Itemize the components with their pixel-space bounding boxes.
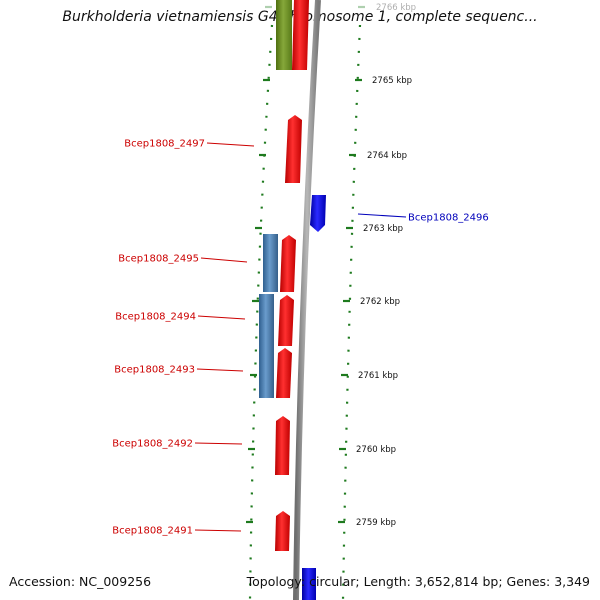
gene-arrow-2497	[285, 115, 302, 183]
backbone-arc	[293, 0, 321, 600]
gene-label[interactable]: Bcep1808_2497	[124, 139, 205, 150]
gene-leader-line	[200, 257, 248, 263]
gene-leader-line	[194, 529, 242, 532]
gene-arrow-2495	[280, 235, 296, 292]
tick-label: 2766 kbp	[376, 3, 416, 13]
steel-feature-block-lower	[259, 294, 274, 398]
gene-arrow-2493	[276, 348, 292, 398]
gene-leader-line	[357, 213, 407, 218]
blue-feature-bottom	[302, 568, 316, 600]
gene-leader-line	[196, 368, 244, 372]
gene-arrow-2494	[278, 295, 294, 346]
accession-label: Accession: NC_009256	[9, 574, 152, 589]
tick-label: 2759 kbp	[356, 518, 396, 528]
gene-label[interactable]: Bcep1808_2491	[112, 526, 193, 537]
gene-leader-line	[197, 315, 246, 320]
gene-label[interactable]: Bcep1808_2495	[118, 254, 199, 265]
gene-label[interactable]: Bcep1808_2493	[114, 365, 195, 376]
tick-label: 2765 kbp	[372, 76, 412, 86]
tick-label: 2764 kbp	[367, 151, 407, 161]
scale-ticks: 2766 kbp 2765 kbp 2764 kbp 2763 kbp 2762 kbp…	[246, 3, 416, 528]
gene-arrow-2492	[275, 416, 290, 475]
topology-label: Topology: circular; Length: 3,652,814 bp…	[246, 574, 590, 589]
gene-arrow-2496	[310, 195, 326, 232]
gene-leader-line	[194, 442, 243, 445]
steel-feature-block-upper	[263, 234, 278, 292]
red-feature-top	[292, 0, 309, 70]
gene-leader-line	[206, 142, 255, 147]
gene-label[interactable]: Bcep1808_2494	[115, 312, 196, 323]
dotted-guide-2	[341, 24, 362, 600]
olive-feature-block	[276, 0, 292, 70]
tick-label: 2762 kbp	[360, 297, 400, 307]
gene-arrow-2491	[275, 511, 290, 551]
gene-label[interactable]: Bcep1808_2492	[112, 439, 193, 450]
tick-label: 2763 kbp	[363, 224, 403, 234]
tick-label: 2760 kbp	[356, 445, 396, 455]
gene-label[interactable]: Bcep1808_2496	[408, 213, 489, 224]
tick-label: 2761 kbp	[358, 371, 398, 381]
gene-labels: Bcep1808_2497 Bcep1808_2496 Bcep1808_2495 B…	[112, 139, 489, 537]
